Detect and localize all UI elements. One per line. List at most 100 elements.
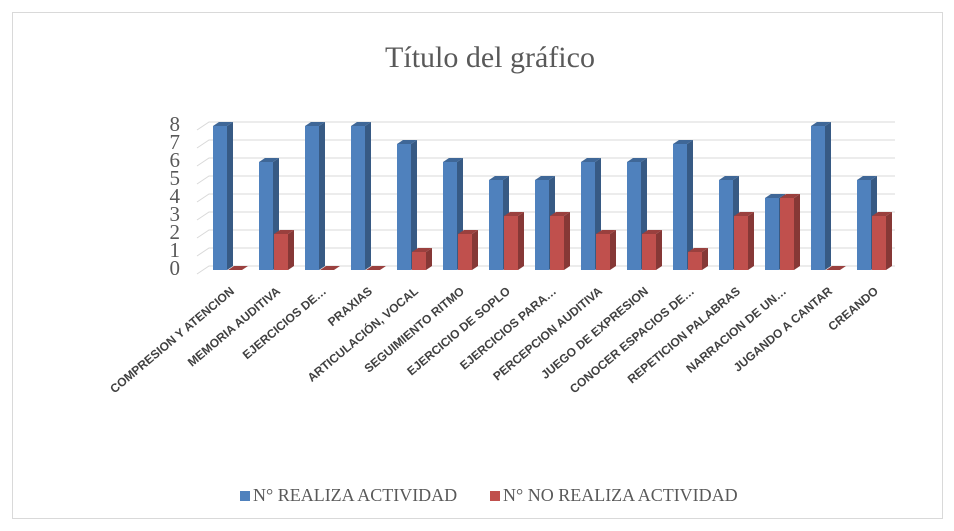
grid-line — [196, 265, 895, 275]
bar-side — [319, 122, 325, 270]
bar-front — [504, 216, 518, 270]
grid-line — [196, 175, 895, 185]
bar — [228, 266, 248, 270]
grid-line — [196, 139, 895, 149]
bar-front — [412, 252, 426, 270]
bar-top — [351, 122, 371, 126]
bar-top — [857, 176, 877, 180]
grid-line — [196, 157, 895, 167]
bar-side — [518, 212, 524, 270]
bar-top — [213, 122, 233, 126]
legend-swatch — [490, 491, 500, 501]
bar-top — [719, 176, 739, 180]
bar-top — [305, 122, 325, 126]
bar-side — [687, 140, 693, 270]
bar-front — [673, 144, 687, 270]
grid-line — [196, 247, 895, 257]
y-tick-label: 6 — [170, 148, 181, 172]
bar-top — [688, 248, 708, 252]
bar — [397, 140, 417, 270]
bar-front — [535, 180, 549, 270]
bar-top — [228, 266, 248, 270]
bar-front — [274, 234, 288, 270]
bar-top — [320, 266, 340, 270]
bar-front — [596, 234, 610, 270]
bar-side — [748, 212, 754, 270]
bar-top — [596, 230, 616, 234]
y-tick-label: 2 — [170, 220, 181, 244]
bar-front — [642, 234, 656, 270]
bar — [213, 122, 233, 270]
y-tick-label: 0 — [170, 256, 181, 280]
bar-top — [458, 230, 478, 234]
bar — [366, 266, 386, 270]
bar-side — [825, 122, 831, 270]
bar-front — [458, 234, 472, 270]
bar-front — [734, 216, 748, 270]
bar-front — [780, 198, 794, 270]
grid-line — [196, 121, 895, 131]
bar-front — [213, 126, 227, 270]
bar-top — [765, 194, 785, 198]
bar-side — [288, 230, 294, 270]
bar-side — [702, 248, 708, 270]
y-tick-label: 5 — [170, 166, 181, 190]
grid-line — [196, 211, 895, 221]
bar-top — [550, 212, 570, 216]
bar-side — [610, 230, 616, 270]
bar — [504, 212, 524, 270]
y-tick-label: 1 — [170, 238, 181, 262]
bar — [596, 230, 616, 270]
y-tick-label: 3 — [170, 202, 181, 226]
bar-front — [627, 162, 641, 270]
bar-front — [581, 162, 595, 270]
bar-top — [443, 158, 463, 162]
y-tick-label: 8 — [170, 112, 181, 136]
bar-top — [581, 158, 601, 162]
bar-side — [794, 194, 800, 270]
bar-front — [489, 180, 503, 270]
bar-top — [627, 158, 647, 162]
bar-top — [412, 248, 432, 252]
bar-top — [811, 122, 831, 126]
bar-top — [504, 212, 524, 216]
bar-side — [472, 230, 478, 270]
bar-front — [351, 126, 365, 270]
bar-side — [564, 212, 570, 270]
y-tick-label: 7 — [170, 130, 181, 154]
bar-top — [673, 140, 693, 144]
bar — [351, 122, 371, 270]
bar — [673, 140, 693, 270]
bar-side — [886, 212, 892, 270]
grid-line — [196, 229, 895, 239]
bar-front — [550, 216, 564, 270]
bar-top — [259, 158, 279, 162]
bar-side — [656, 230, 662, 270]
bar-side — [411, 140, 417, 270]
legend-label: N° REALIZA ACTIVIDAD — [253, 485, 457, 505]
bar — [458, 230, 478, 270]
bar — [305, 122, 325, 270]
grid-line — [196, 193, 895, 203]
bar — [811, 122, 831, 270]
y-tick-label: 4 — [170, 184, 181, 208]
bar-top — [642, 230, 662, 234]
bar-top — [872, 212, 892, 216]
bar-front — [811, 126, 825, 270]
bar — [688, 248, 708, 270]
bar — [412, 248, 432, 270]
bar-front — [305, 126, 319, 270]
bar — [734, 212, 754, 270]
bar-top — [489, 176, 509, 180]
bar-top — [734, 212, 754, 216]
bar-front — [259, 162, 273, 270]
bar-top — [535, 176, 555, 180]
legend-swatch — [240, 491, 250, 501]
bar-front — [872, 216, 886, 270]
bar — [872, 212, 892, 270]
bar-front — [857, 180, 871, 270]
bar — [320, 266, 340, 270]
bar-top — [274, 230, 294, 234]
bar-top — [366, 266, 386, 270]
